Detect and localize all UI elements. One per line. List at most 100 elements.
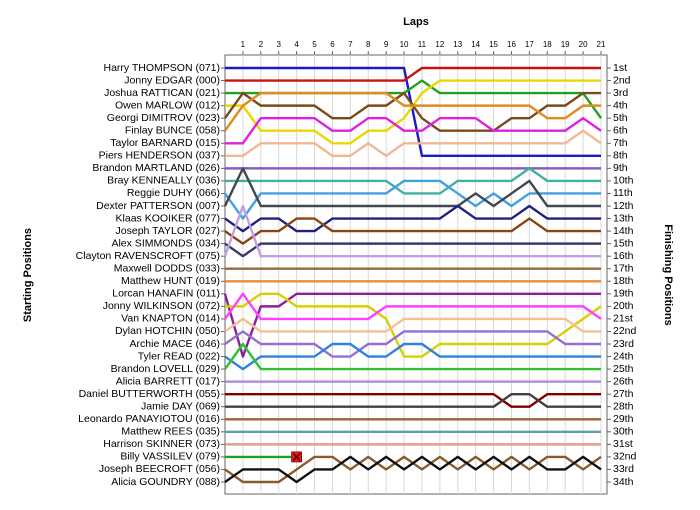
y2-tick-label: 10th	[613, 175, 634, 187]
driver-label: Matthew REES (035)	[121, 426, 220, 438]
y2-tick-label: 32nd	[613, 451, 637, 463]
y2-axis-label: Finishing Positions	[662, 224, 674, 325]
y2-tick-label: 14th	[613, 225, 634, 237]
y2-tick-label: 18th	[613, 275, 634, 287]
y2-tick-label: 27th	[613, 388, 634, 400]
y2-tick-label: 9th	[613, 162, 628, 174]
x-tick-label: 4	[294, 40, 299, 49]
driver-label: Piers HENDERSON (037)	[99, 150, 220, 162]
driver-label: Jonny WILKINSON (072)	[103, 300, 220, 312]
position-line	[224, 91, 601, 132]
y2-tick-label: 25th	[613, 363, 634, 375]
driver-label: Lorcan HANAFIN (011)	[112, 288, 220, 300]
y2-tick-label: 3rd	[613, 87, 628, 99]
y2-tick-label: 31st	[613, 438, 633, 450]
position-line	[223, 167, 601, 208]
driver-label: Billy VASSILEV (079)	[120, 451, 220, 463]
y2-tick-label: 23rd	[613, 338, 634, 350]
y2-tick-label: 15th	[613, 237, 634, 249]
x-tick-label: 16	[507, 40, 516, 49]
position-line	[223, 204, 601, 258]
y2-tick-label: 12th	[613, 200, 634, 212]
x-tick-label: 2	[259, 40, 264, 49]
x-tick-label: 8	[366, 40, 371, 49]
position-line	[225, 392, 601, 408]
y2-tick-label: 17th	[613, 263, 634, 275]
driver-label: Finlay BUNCE (058)	[125, 125, 220, 137]
y2-tick-label: 29th	[613, 413, 634, 425]
x-tick-label: 13	[453, 40, 462, 49]
plot-frame	[224, 54, 608, 495]
y2-tick-label: 8th	[613, 150, 628, 162]
y2-tick-label: 6th	[613, 125, 628, 137]
position-line	[225, 167, 601, 195]
x-tick-label: 17	[525, 40, 534, 49]
y2-tick-label: 28th	[613, 401, 634, 413]
y2-tick-label: 21st	[613, 313, 633, 325]
y2-tick-label: 13th	[613, 212, 634, 224]
y2-tick-label: 26th	[613, 375, 634, 387]
driver-label: Alex SIMMONDS (034)	[111, 237, 220, 249]
driver-label: Dylan HOTCHIN (050)	[115, 325, 220, 337]
x-tick-label: 10	[400, 40, 409, 49]
position-line	[224, 292, 602, 321]
x-tick-label: 9	[384, 40, 389, 49]
y2-tick-label: 4th	[613, 99, 628, 111]
driver-label: Dexter PATTERSON (007)	[96, 200, 220, 212]
position-line	[224, 317, 601, 333]
position-line	[225, 129, 602, 158]
y2-tick-label: 5th	[613, 112, 628, 124]
driver-label: Clayton RAVENSCROFT (075)	[76, 250, 220, 262]
y2-tick-label: 34th	[613, 476, 634, 488]
position-line	[224, 342, 601, 371]
y2-tick-label: 33rd	[613, 463, 634, 475]
driver-label: Reggie DUHY (066)	[127, 187, 220, 199]
driver-label: Jonny EDGAR (000)	[124, 74, 220, 86]
driver-label: Van KNAPTON (014)	[121, 313, 220, 325]
position-line	[224, 242, 601, 258]
position-line	[224, 342, 601, 371]
position-line	[225, 66, 601, 82]
x-tick-label: 7	[348, 40, 353, 49]
x-tick-label: 11	[418, 40, 427, 49]
y2-tick-label: 16th	[613, 250, 634, 262]
y2-tick-label: 1st	[613, 62, 627, 74]
driver-label: Georgi DIMITROV (023)	[107, 112, 220, 124]
x-tick-label: 5	[312, 40, 317, 49]
x-tick-label: 1	[241, 40, 246, 49]
x-tick-label: 20	[579, 40, 588, 49]
driver-label: Matthew HUNT (019)	[121, 275, 220, 287]
driver-label: Leonardo PANAYIOTOU (016)	[78, 413, 220, 425]
driver-label: Joshua RATTICAN (021)	[104, 87, 220, 99]
y2-tick-label: 22nd	[613, 325, 637, 337]
x-tick-label: 6	[330, 40, 335, 49]
y2-tick-label: 19th	[613, 288, 634, 300]
retired-cross	[292, 452, 301, 461]
x-tick-label: 18	[543, 40, 552, 49]
driver-label: Alicia BARRETT (017)	[116, 375, 220, 387]
driver-label: Daniel BUTTERWORTH (055)	[79, 388, 220, 400]
x-tick-label: 21	[597, 40, 606, 49]
y2-tick-label: 24th	[613, 350, 634, 362]
driver-label: Bray KENNEALLY (036)	[107, 175, 220, 187]
x-tick-label: 15	[489, 40, 498, 49]
position-line	[225, 66, 601, 158]
driver-label: Joseph BEECROFT (056)	[99, 463, 220, 475]
driver-label: Brandon LOVELL (029)	[111, 363, 220, 375]
driver-label: Harrison SKINNER (073)	[103, 438, 220, 450]
position-line	[224, 330, 601, 358]
driver-label: Tyler READ (022)	[138, 350, 220, 362]
y2-tick-label: 7th	[613, 137, 628, 149]
y2-tick-label: 2nd	[613, 74, 631, 86]
driver-label: Maxwell DODDS (033)	[114, 263, 220, 275]
driver-label: Archie MACE (046)	[130, 338, 220, 350]
position-line	[225, 292, 602, 358]
y2-tick-label: 20th	[613, 300, 634, 312]
x-tick-label: 12	[435, 40, 444, 49]
driver-label: Taylor BARNARD (015)	[110, 137, 220, 149]
y2-tick-label: 30th	[613, 426, 634, 438]
x-tick-label: 19	[561, 40, 570, 49]
driver-label: Harry THOMPSON (071)	[104, 62, 221, 74]
position-line	[225, 116, 602, 145]
